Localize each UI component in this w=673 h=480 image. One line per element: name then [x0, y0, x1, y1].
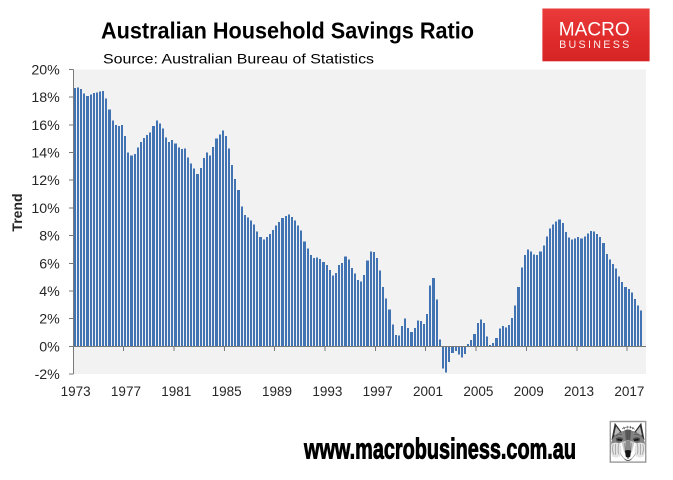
svg-text:Source: Australian Bureau of S: Source: Australian Bureau of Statistics: [103, 51, 374, 67]
svg-text:2%: 2%: [39, 312, 60, 328]
svg-text:0%: 0%: [39, 339, 60, 355]
svg-text:2001: 2001: [413, 384, 443, 399]
svg-text:www.macrobusiness.com.au: www.macrobusiness.com.au: [303, 434, 576, 466]
svg-text:8%: 8%: [39, 229, 60, 245]
svg-text:1985: 1985: [212, 384, 242, 399]
svg-text:1997: 1997: [363, 384, 393, 399]
svg-text:20%: 20%: [31, 63, 60, 79]
svg-text:10%: 10%: [31, 201, 60, 217]
svg-text:1993: 1993: [312, 384, 342, 399]
svg-text:1989: 1989: [262, 384, 292, 399]
svg-text:Trend: Trend: [9, 193, 25, 231]
svg-text:4%: 4%: [39, 284, 60, 300]
svg-text:2009: 2009: [514, 384, 544, 399]
svg-text:1977: 1977: [111, 384, 141, 399]
svg-text:2017: 2017: [614, 384, 644, 399]
svg-text:12%: 12%: [31, 173, 60, 189]
svg-text:BUSINESS: BUSINESS: [559, 39, 629, 51]
svg-text:1973: 1973: [61, 384, 91, 399]
svg-text:16%: 16%: [31, 118, 60, 134]
svg-text:Australian Household Savings R: Australian Household Savings Ratio: [101, 18, 474, 44]
svg-text:2013: 2013: [564, 384, 594, 399]
svg-text:-2%: -2%: [35, 367, 61, 383]
svg-text:18%: 18%: [31, 90, 60, 106]
svg-text:1981: 1981: [161, 384, 191, 399]
svg-text:6%: 6%: [39, 256, 60, 272]
svg-text:2005: 2005: [463, 384, 493, 399]
svg-text:MACRO: MACRO: [559, 19, 630, 41]
svg-text:14%: 14%: [31, 146, 60, 162]
